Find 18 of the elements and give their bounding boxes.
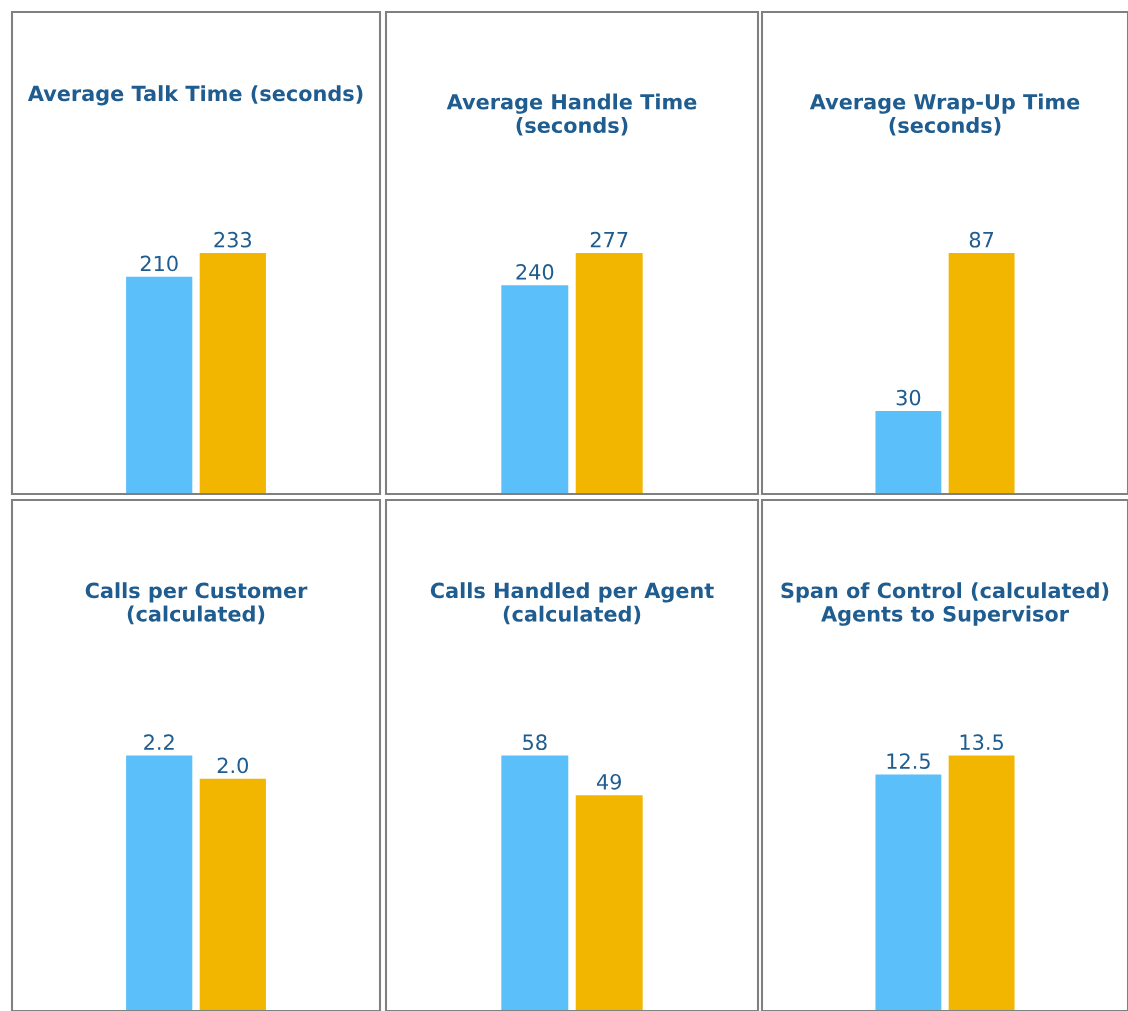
data-label: 12.5 (887, 753, 930, 769)
data-label: 2.2 (144, 734, 174, 750)
data-label: 240 (516, 264, 554, 280)
chart-title: Calls per Customer (calculated) (85, 582, 308, 625)
data-label: 58 (523, 734, 547, 751)
data-label: 13.5 (960, 734, 1003, 751)
chart-title: Calls Handled per Agent (calculated) (430, 582, 714, 625)
data-label: 30 (896, 389, 921, 406)
data-label: 277 (590, 231, 628, 248)
data-label: 210 (140, 255, 178, 272)
data-label: 233 (214, 231, 252, 248)
chart-title: Average Wrap-Up Time (seconds) (809, 93, 1080, 136)
chart-title: Average Handle Time (seconds) (446, 93, 697, 136)
data-label: 49 (596, 773, 621, 790)
chart-title: Span of Control (calculated) Agents to Supervisor (781, 582, 1109, 626)
chart-title: Average Talk Time (seconds) (27, 85, 363, 106)
data-label: 2.0 (217, 757, 248, 774)
data-label: 87 (969, 231, 994, 248)
